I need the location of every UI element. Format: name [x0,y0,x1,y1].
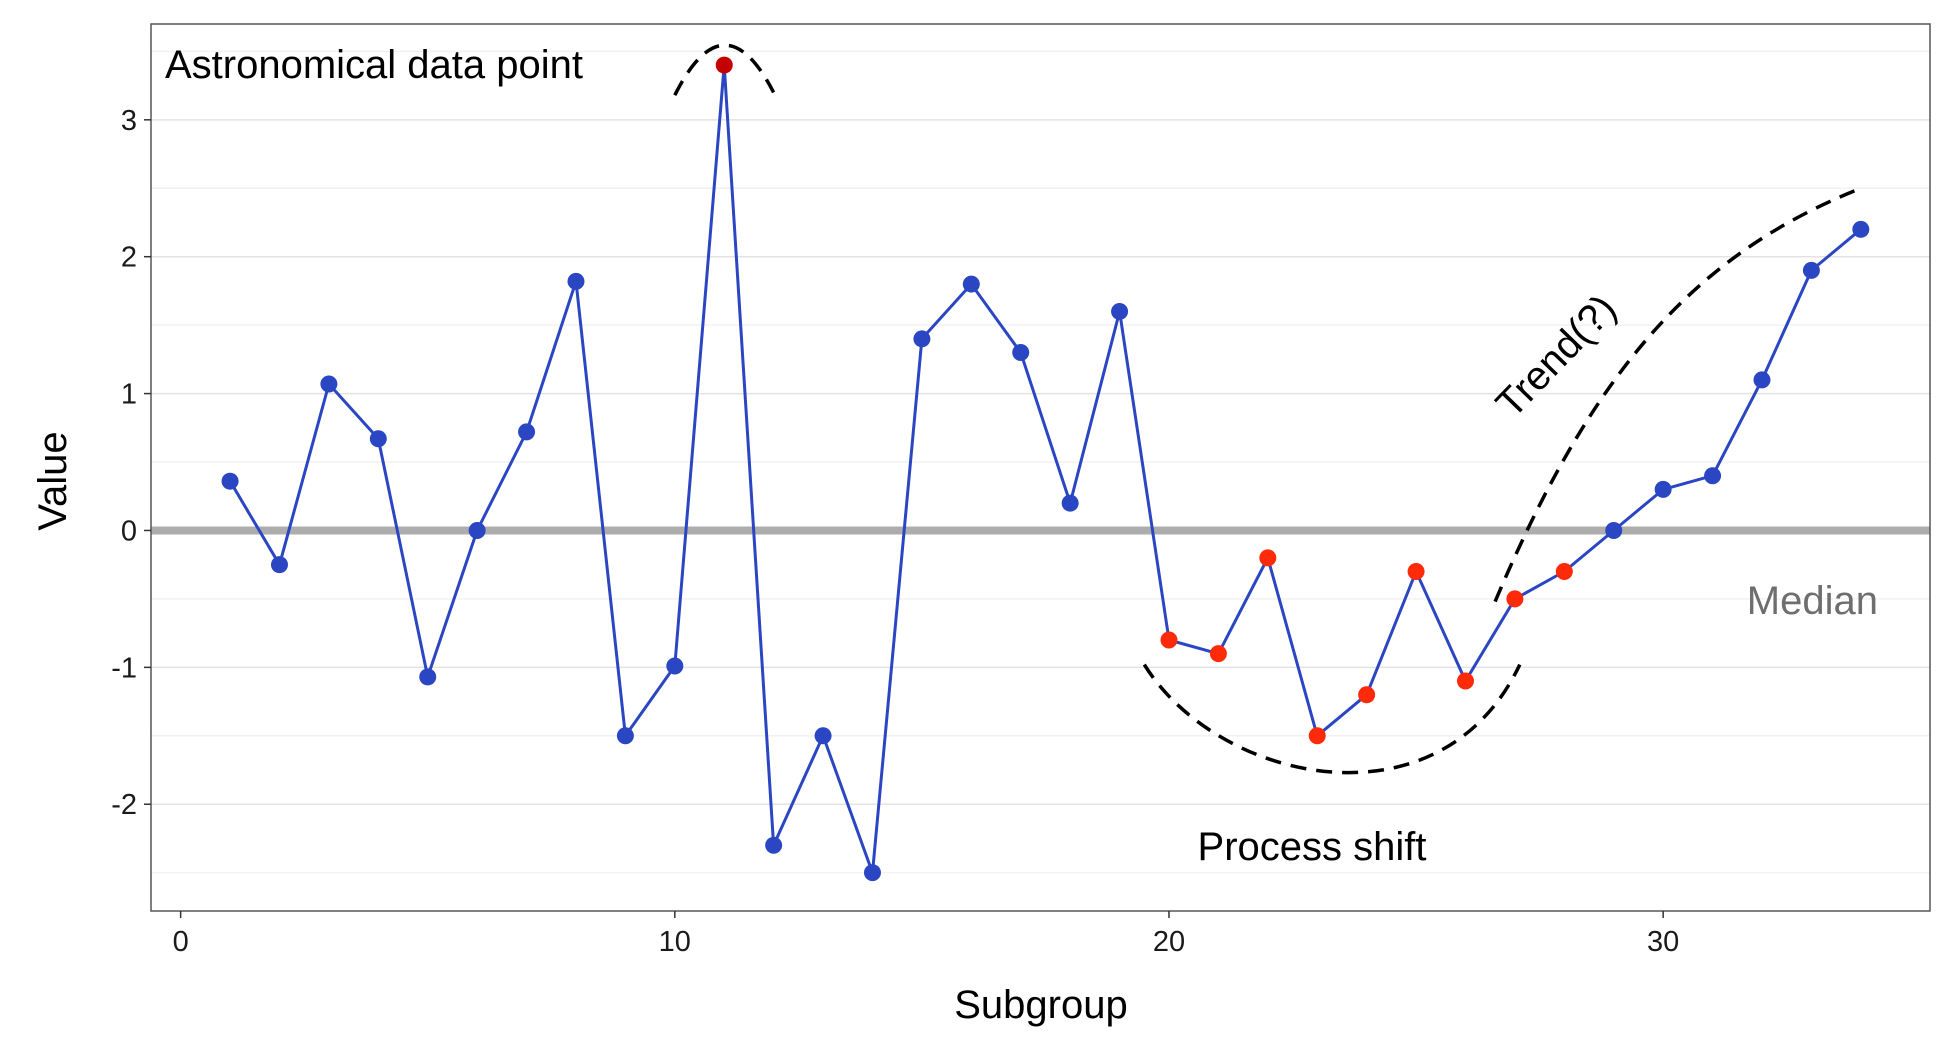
data-point-18 [1061,494,1079,512]
y-axis-title: Value [31,431,75,530]
data-point-28 [1555,563,1573,581]
data-point-23 [1308,727,1326,745]
data-point-5 [419,668,437,686]
data-point-22 [1259,549,1277,567]
data-point-32 [1753,371,1771,389]
trend-annotation: Trend(?) [1488,286,1625,426]
data-points [221,56,1870,882]
data-point-21 [1209,645,1227,663]
y-tick-label: 1 [121,379,137,411]
y-tick-label: 2 [121,242,137,274]
data-point-31 [1704,467,1722,485]
data-point-34 [1852,220,1870,238]
data-point-16 [962,275,980,293]
x-axis-title: Subgroup [954,983,1127,1027]
data-point-29 [1605,521,1623,539]
data-point-4 [369,430,387,448]
panel-border [150,23,1931,912]
data-point-15 [913,330,931,348]
gridlines [151,50,1930,874]
data-point-19 [1111,302,1129,320]
data-point-25 [1407,563,1425,581]
data-point-20 [1160,631,1178,649]
annotation-curves [673,43,1862,775]
data-point-30 [1654,480,1672,498]
trend-curve [1493,186,1862,603]
x-tick-label: 30 [1647,926,1679,958]
data-point-2 [270,556,288,574]
astronomical-point-annotation: Astronomical data point [165,43,583,87]
data-point-17 [1012,344,1030,362]
data-point-12 [765,836,783,854]
data-point-33 [1802,261,1820,279]
data-point-26 [1456,672,1474,690]
data-point-6 [468,521,486,539]
data-point-3 [320,375,338,393]
data-point-9 [616,727,634,745]
process-shift-arc [1142,663,1522,775]
data-point-13 [814,727,832,745]
y-tick-label: -2 [111,789,137,821]
data-point-10 [666,657,684,675]
data-point-14 [863,864,881,882]
x-tick-label: 10 [659,926,691,958]
x-tick-label: 0 [173,926,189,958]
y-tick-label: -1 [111,652,137,684]
data-point-8 [567,272,585,290]
median-label: Median [1747,579,1878,623]
data-point-24 [1358,686,1376,704]
series-line [228,63,1862,875]
data-point-27 [1506,590,1524,608]
y-tick-label: 3 [121,105,137,137]
y-tick-label: 0 [121,515,137,547]
x-tick-label: 20 [1153,926,1185,958]
data-point-1 [221,472,239,490]
data-point-11 [715,56,733,74]
data-point-7 [518,423,536,441]
process-shift-annotation: Process shift [1198,825,1427,869]
